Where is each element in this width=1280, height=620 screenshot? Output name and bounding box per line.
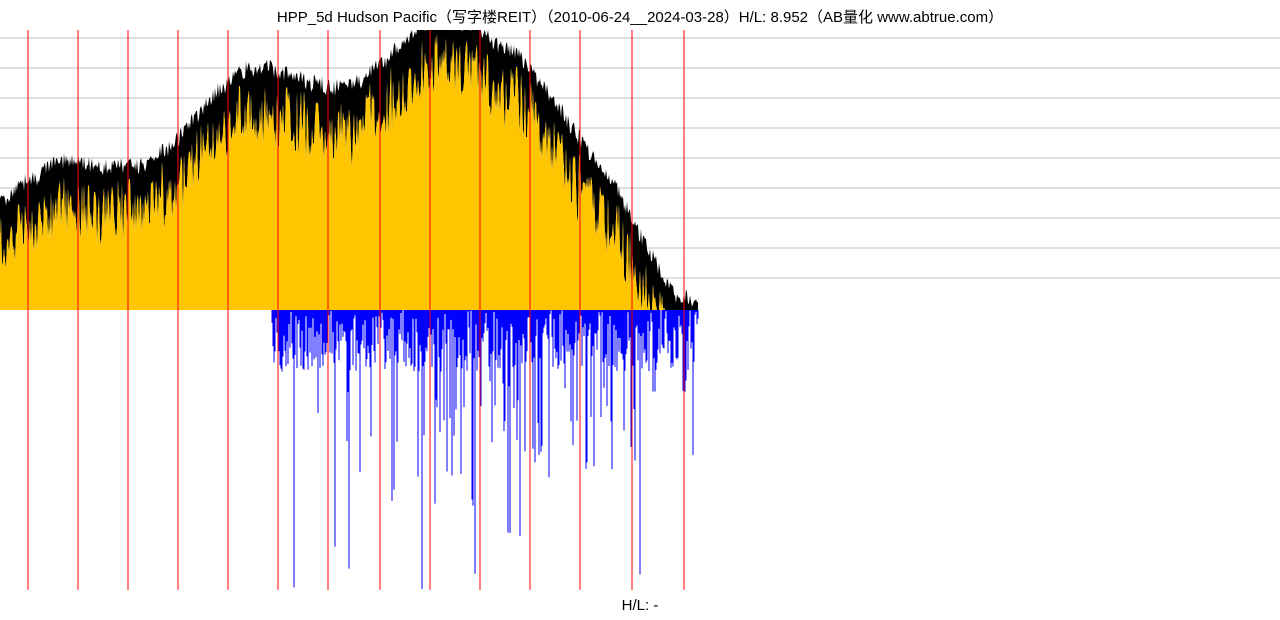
chart-canvas [0,0,1280,620]
